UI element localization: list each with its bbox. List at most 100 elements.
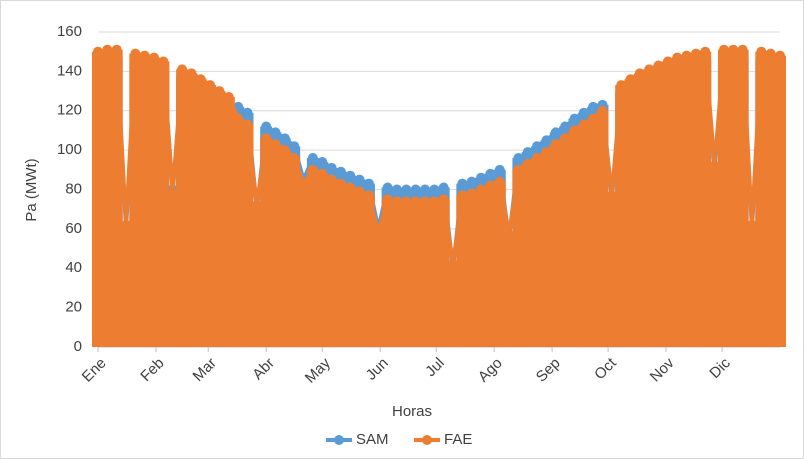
point xyxy=(121,219,132,230)
y-tick-label: 160 xyxy=(57,23,82,40)
point xyxy=(223,91,234,102)
point xyxy=(419,184,430,195)
y-tick-label: 80 xyxy=(65,180,82,197)
point xyxy=(317,156,328,167)
point xyxy=(653,60,664,71)
point xyxy=(401,184,412,195)
point xyxy=(700,46,711,57)
point xyxy=(233,113,244,124)
point xyxy=(429,196,440,207)
y-tick-label: 140 xyxy=(57,62,82,79)
point xyxy=(775,50,785,61)
point xyxy=(158,56,169,67)
point xyxy=(504,229,515,240)
point xyxy=(690,48,701,59)
point xyxy=(382,182,393,193)
point xyxy=(718,44,729,55)
point xyxy=(186,68,197,79)
point xyxy=(410,196,421,207)
point xyxy=(326,174,337,185)
y-axis-title: Pa (MWt) xyxy=(23,158,40,221)
x-axis-title: Horas xyxy=(392,403,432,420)
point xyxy=(279,145,290,156)
point xyxy=(251,200,262,211)
point xyxy=(466,188,477,199)
point xyxy=(102,44,113,55)
point xyxy=(560,121,571,132)
point xyxy=(149,52,160,63)
point xyxy=(307,153,318,163)
y-tick-label: 120 xyxy=(57,102,82,119)
point xyxy=(737,44,748,55)
point xyxy=(448,259,459,270)
point xyxy=(419,196,430,207)
point xyxy=(111,44,122,55)
point xyxy=(289,153,300,163)
point xyxy=(363,190,374,201)
point xyxy=(560,133,571,144)
point xyxy=(597,105,608,116)
y-tick-label: 0 xyxy=(74,338,82,355)
point xyxy=(485,168,496,179)
legend-marker xyxy=(422,435,432,445)
legend-label: SAM xyxy=(356,431,389,448)
point xyxy=(345,170,356,181)
point xyxy=(410,184,421,195)
point xyxy=(569,125,580,136)
point xyxy=(335,178,346,189)
point xyxy=(756,46,767,57)
point xyxy=(709,160,720,171)
point xyxy=(513,153,524,163)
point xyxy=(625,74,636,85)
y-tick-label: 60 xyxy=(65,220,82,237)
point xyxy=(363,178,374,189)
point xyxy=(522,147,533,158)
point xyxy=(681,50,692,61)
point xyxy=(270,127,281,138)
point xyxy=(307,164,318,175)
point xyxy=(335,166,346,177)
point xyxy=(466,176,477,187)
point xyxy=(588,101,599,112)
point xyxy=(578,107,589,118)
point xyxy=(242,119,253,130)
point xyxy=(177,64,188,75)
point xyxy=(130,48,141,59)
point xyxy=(429,184,440,195)
legend: SAM FAE xyxy=(326,431,472,448)
point xyxy=(279,133,290,144)
point xyxy=(616,80,627,91)
legend-marker xyxy=(334,435,344,445)
point xyxy=(270,139,281,150)
point xyxy=(532,141,543,152)
point xyxy=(261,121,272,132)
point xyxy=(588,113,599,124)
series xyxy=(92,44,786,347)
point xyxy=(634,68,645,79)
point xyxy=(401,196,412,207)
point xyxy=(728,44,739,55)
point xyxy=(569,113,580,124)
point xyxy=(214,86,225,97)
point xyxy=(662,56,673,67)
point xyxy=(765,48,776,59)
point xyxy=(373,227,384,238)
point xyxy=(578,119,589,130)
point xyxy=(746,219,757,230)
point xyxy=(457,190,468,201)
point xyxy=(242,107,253,118)
point xyxy=(391,184,402,195)
point xyxy=(438,182,449,193)
point xyxy=(672,52,683,63)
point xyxy=(476,184,487,195)
point xyxy=(541,147,552,158)
point xyxy=(382,194,393,205)
point xyxy=(326,162,337,173)
point xyxy=(317,168,328,179)
plot-area xyxy=(92,44,786,347)
point xyxy=(93,46,103,57)
y-tick-label: 100 xyxy=(57,141,82,158)
point xyxy=(644,64,655,75)
point xyxy=(550,139,561,150)
